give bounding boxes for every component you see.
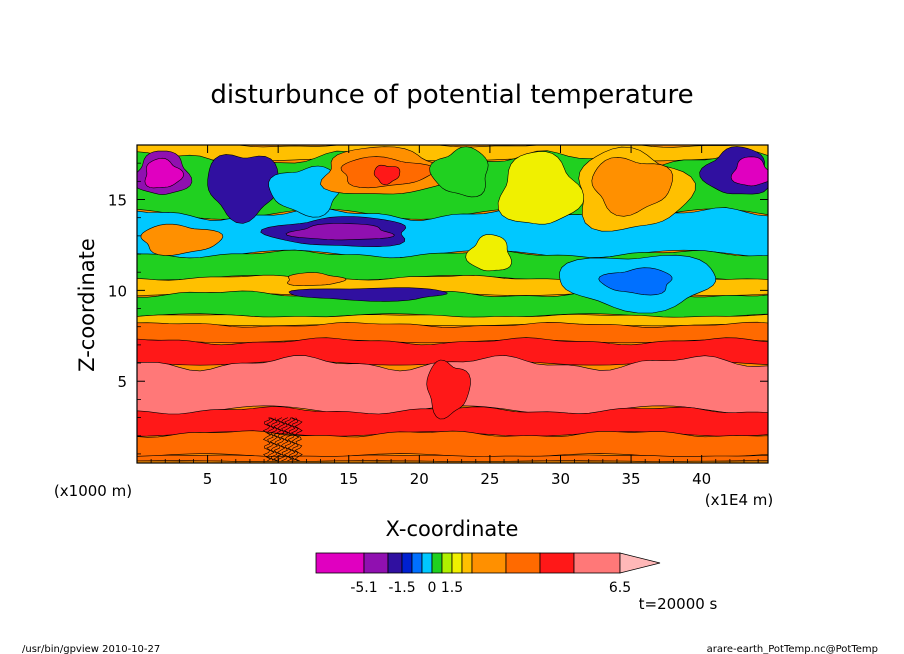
colorbar-cell [431, 552, 443, 574]
x-tick-label: 35 [622, 470, 641, 488]
y-tick-label: 5 [117, 373, 127, 391]
colorbar-cell [505, 552, 541, 574]
turbulence-line-8 [291, 417, 300, 462]
colorbar-cell [539, 552, 575, 574]
turbulence-line-5 [280, 417, 289, 462]
plot-area [137, 145, 768, 463]
contour-feature-21 [426, 359, 471, 420]
colorbar: -5.1 -1.5 0 1.5 6.5 [315, 552, 661, 596]
colorbar-cell [451, 552, 463, 574]
colorbar-label: 6.5 [609, 580, 631, 596]
colorbar-cell [411, 552, 423, 574]
turbulence-line-4 [276, 417, 286, 462]
contour-feature-11 [429, 146, 489, 198]
contour-feature-13 [497, 151, 585, 225]
x-tick-label: 30 [551, 470, 570, 488]
turbulence-line-9 [294, 417, 303, 462]
chart-title: disturbunce of potential temperature [210, 80, 693, 110]
colorbar-label: 1.5 [441, 580, 463, 596]
contour-feature-12 [465, 234, 512, 272]
y-tick-label: 15 [108, 192, 127, 210]
turbulence-lines [262, 417, 303, 462]
colorbar-cell [421, 552, 433, 574]
contour-feature-9 [373, 164, 401, 186]
colorbar-cell [315, 552, 365, 574]
footer-right: arare-earth_PotTemp.nc@PotTemp [707, 644, 878, 654]
turbulence-line-2 [269, 417, 278, 462]
x-tick-label: 10 [269, 470, 288, 488]
colorbar-cell [471, 552, 507, 574]
band-11 [137, 430, 768, 459]
colorbar-label: -5.1 [350, 580, 377, 596]
y-axis-label: Z-coordinate [75, 238, 99, 372]
turbulence-line-7 [287, 417, 296, 462]
colorbar-cell [461, 552, 473, 574]
plot-frame [136, 144, 769, 464]
colorbar-arrow [619, 552, 661, 574]
y-axis-unit: (x1000 m) [54, 482, 132, 500]
contour-feature-19 [730, 156, 768, 187]
x-tick-label: 40 [692, 470, 711, 488]
feature-group [137, 146, 768, 420]
turbulence-line-1 [266, 417, 275, 462]
time-label: t=20000 s [639, 595, 718, 613]
contour-feature-2 [140, 223, 224, 256]
footer-left: /usr/bin/gpview 2010-10-27 [22, 644, 160, 654]
colorbar-label: -1.5 [388, 580, 415, 596]
y-tick-label: 10 [108, 282, 127, 300]
x-axis-unit: (x1E4 m) [705, 491, 774, 509]
turbulence-line-6 [283, 417, 293, 462]
x-tick-label: 5 [203, 470, 213, 488]
contour-feature-20 [287, 272, 347, 287]
colorbar-cell [387, 552, 403, 574]
y-axis: 5 10 15 [108, 162, 768, 455]
x-axis: 5 10 15 20 25 30 35 40 [150, 145, 759, 488]
x-tick-label: 15 [339, 470, 358, 488]
contour-feature-3 [207, 154, 279, 224]
colorbar-cell [401, 552, 413, 574]
colorbar-cell [363, 552, 389, 574]
colorbar-cell [573, 552, 621, 574]
contour-feature-15 [591, 156, 674, 217]
x-axis-label: X-coordinate [386, 517, 519, 541]
contour-feature-17 [598, 267, 673, 296]
turbulence-line-0 [262, 417, 272, 462]
contour-feature-10 [288, 287, 448, 302]
contour-feature-1 [144, 157, 184, 189]
x-tick-label: 20 [410, 470, 429, 488]
turbulence-line-3 [273, 417, 282, 462]
x-tick-label: 25 [480, 470, 499, 488]
contour-feature-6 [285, 223, 395, 241]
colorbar-cell [441, 552, 453, 574]
colorbar-label: 0 [428, 580, 437, 596]
